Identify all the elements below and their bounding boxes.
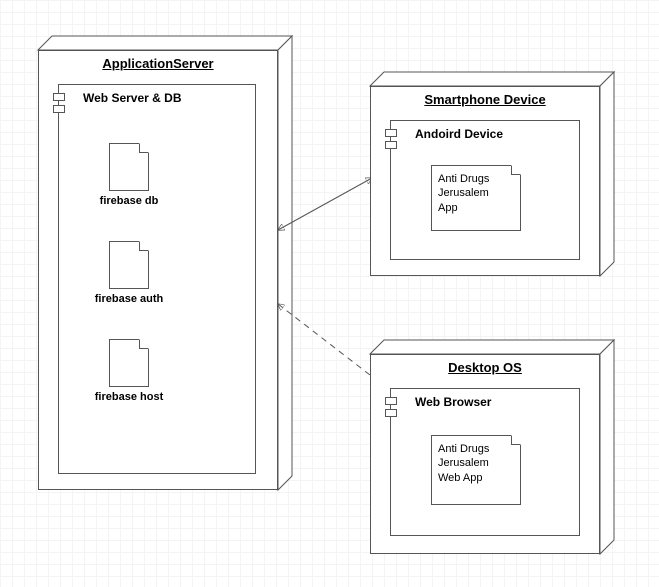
document-text: Anti DrugsJerusalemApp (438, 172, 489, 215)
node-application-server: ApplicationServer Web Server & DB fireba… (38, 36, 292, 490)
node-title: Desktop OS (370, 360, 600, 375)
document-firebase-auth (109, 241, 149, 289)
document-label: firebase db (84, 195, 174, 207)
component-icon (385, 397, 397, 421)
document-web-app: Anti DrugsJerusalemWeb App (431, 435, 521, 505)
document-label: firebase auth (84, 293, 174, 305)
node-title: ApplicationServer (38, 56, 278, 71)
node-desktop-os: Desktop OS Web Browser Anti DrugsJerusal… (370, 340, 614, 554)
document-firebase-host (109, 339, 149, 387)
document-app: Anti DrugsJerusalemApp (431, 165, 521, 231)
component-web-browser: Web Browser Anti DrugsJerusalemWeb App (390, 388, 580, 536)
diagram-canvas: ApplicationServer Web Server & DB fireba… (0, 0, 659, 587)
document-label: firebase host (84, 391, 174, 403)
document-text: Anti DrugsJerusalemWeb App (438, 442, 489, 485)
component-title: Andoird Device (415, 127, 503, 141)
node-title: Smartphone Device (370, 92, 600, 107)
component-title: Web Browser (415, 395, 491, 409)
component-android-device: Andoird Device Anti DrugsJerusalemApp (390, 120, 580, 260)
component-web-server-db: Web Server & DB firebase db firebase aut… (58, 84, 256, 474)
node-smartphone-device: Smartphone Device Andoird Device Anti Dr… (370, 72, 614, 276)
component-title: Web Server & DB (83, 91, 181, 105)
component-icon (53, 93, 65, 117)
component-icon (385, 129, 397, 153)
document-firebase-db (109, 143, 149, 191)
